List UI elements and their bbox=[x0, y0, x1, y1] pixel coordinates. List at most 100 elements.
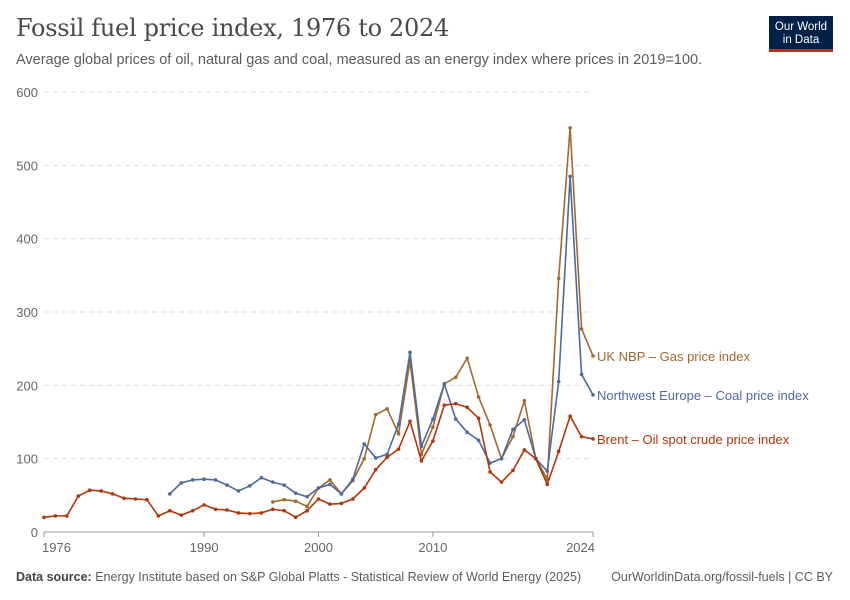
data-point bbox=[568, 174, 572, 179]
data-point bbox=[396, 431, 401, 436]
data-point bbox=[190, 478, 195, 482]
data-point bbox=[385, 452, 389, 457]
series-line bbox=[169, 176, 594, 498]
data-point bbox=[179, 513, 184, 517]
data-point bbox=[259, 511, 264, 515]
data-point bbox=[373, 456, 378, 460]
data-point bbox=[579, 434, 584, 439]
data-point bbox=[579, 327, 584, 331]
data-point bbox=[156, 514, 161, 518]
data-point bbox=[591, 354, 595, 358]
data-point bbox=[465, 356, 469, 361]
data-point bbox=[396, 422, 401, 427]
data-point bbox=[453, 417, 458, 421]
data-point bbox=[396, 447, 401, 451]
data-point bbox=[282, 508, 286, 513]
data-point bbox=[305, 495, 309, 499]
data-point bbox=[579, 372, 584, 377]
source-text: Energy Institute based on S&P Global Pla… bbox=[95, 570, 582, 584]
x-tick-label: 2024 bbox=[566, 540, 595, 555]
data-point bbox=[442, 382, 447, 386]
data-point bbox=[293, 515, 298, 520]
data-point bbox=[431, 425, 435, 429]
data-point bbox=[168, 508, 172, 513]
y-tick-label: 100 bbox=[16, 452, 38, 467]
data-point bbox=[545, 469, 550, 473]
data-point bbox=[385, 455, 389, 460]
data-point bbox=[328, 482, 332, 487]
data-point bbox=[476, 395, 481, 399]
data-point bbox=[488, 423, 492, 427]
x-tick-label: 2000 bbox=[304, 540, 333, 555]
series-label: UK NBP – Gas price index bbox=[597, 349, 750, 364]
data-point bbox=[259, 475, 264, 480]
data-point bbox=[362, 442, 367, 446]
data-point bbox=[248, 484, 252, 488]
data-point bbox=[87, 488, 92, 493]
chart-subtitle: Average global prices of oil, natural ga… bbox=[16, 52, 703, 68]
data-point bbox=[202, 477, 206, 482]
data-point bbox=[488, 470, 492, 474]
data-point bbox=[522, 448, 527, 452]
data-point bbox=[522, 418, 527, 422]
data-point bbox=[556, 449, 561, 454]
data-point bbox=[385, 407, 389, 411]
footer-link[interactable]: OurWorldinData.org/fossil-fuels | CC BY bbox=[611, 570, 833, 584]
data-point bbox=[568, 414, 572, 418]
series-label: Northwest Europe – Coal price index bbox=[597, 388, 809, 403]
data-point bbox=[236, 489, 241, 493]
y-tick-label: 600 bbox=[16, 85, 38, 100]
data-point bbox=[511, 427, 515, 432]
data-point bbox=[190, 508, 195, 513]
data-point bbox=[351, 497, 355, 501]
data-point bbox=[419, 444, 424, 449]
data-point bbox=[305, 508, 309, 513]
data-point bbox=[442, 403, 447, 407]
data-point bbox=[453, 401, 458, 406]
data-point bbox=[316, 497, 321, 501]
data-point bbox=[465, 430, 469, 435]
data-point bbox=[248, 511, 252, 516]
data-point bbox=[499, 480, 504, 484]
data-point bbox=[225, 483, 229, 487]
y-tick-label: 400 bbox=[16, 232, 38, 247]
data-point bbox=[328, 502, 332, 506]
data-point bbox=[305, 504, 309, 509]
data-point bbox=[545, 482, 550, 487]
data-point bbox=[316, 486, 321, 490]
series-label: Brent – Oil spot crude price index bbox=[597, 432, 790, 447]
data-point bbox=[339, 501, 344, 506]
data-point bbox=[408, 350, 412, 355]
y-tick-label: 0 bbox=[31, 525, 38, 540]
data-point bbox=[270, 507, 275, 512]
data-point bbox=[419, 459, 424, 463]
data-point bbox=[42, 515, 46, 520]
data-point bbox=[499, 456, 504, 461]
data-point bbox=[522, 398, 527, 403]
x-tick-label: 1976 bbox=[42, 540, 71, 555]
series-line bbox=[272, 127, 594, 508]
data-point bbox=[122, 496, 126, 501]
data-point bbox=[476, 416, 481, 421]
data-point bbox=[65, 514, 69, 518]
data-point bbox=[213, 478, 218, 482]
data-point bbox=[270, 480, 275, 484]
y-tick-label: 300 bbox=[16, 305, 38, 320]
data-point bbox=[76, 494, 81, 498]
data-point bbox=[556, 379, 561, 384]
data-point bbox=[591, 437, 595, 441]
data-point bbox=[236, 511, 241, 515]
data-point bbox=[568, 126, 572, 130]
data-point bbox=[511, 468, 515, 473]
data-point bbox=[339, 492, 344, 496]
chart-title: Fossil fuel price index, 1976 to 2024 bbox=[16, 14, 449, 42]
data-point bbox=[362, 486, 367, 490]
data-point bbox=[110, 492, 115, 496]
owid-logo[interactable]: Our World in Data bbox=[769, 16, 833, 52]
data-point bbox=[179, 481, 184, 485]
data-point bbox=[362, 456, 367, 461]
data-point bbox=[351, 477, 355, 482]
data-point bbox=[99, 489, 103, 493]
